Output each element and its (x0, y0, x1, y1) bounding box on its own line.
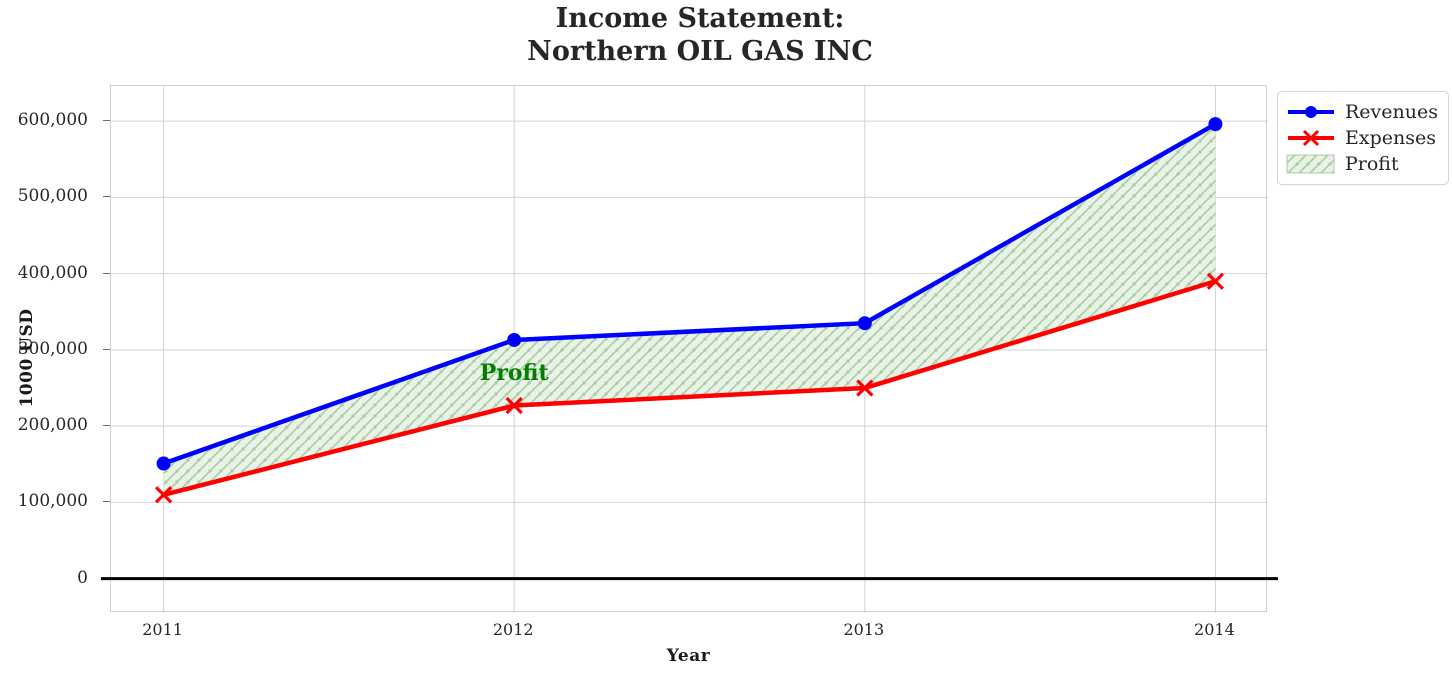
profit-fill-area (164, 124, 1216, 495)
chart-title-line-1: Income Statement: (556, 3, 845, 34)
x-axis-tick-label: 2013 (843, 620, 884, 639)
y-axis-tick-mark (103, 120, 110, 121)
chart-title: Income Statement: Northern OIL GAS INC (0, 2, 1400, 68)
plot-area: Profit (110, 85, 1267, 612)
revenues-data-point (1208, 117, 1222, 131)
circle-marker (1286, 101, 1336, 123)
legend-item-label: Revenues (1345, 101, 1438, 123)
x-axis-tick-labels: 2011 2012 2013 2014 (110, 620, 1267, 644)
legend-item-label: Profit (1345, 153, 1399, 175)
y-axis-tick-mark (103, 349, 110, 350)
x-axis-tick-label: 2012 (493, 620, 534, 639)
chart-figure: Income Statement: Northern OIL GAS INC 1… (0, 0, 1452, 676)
chart-data-layer (111, 86, 1268, 613)
y-axis-tick-label: 600,000 (18, 110, 88, 130)
y-axis-tick-label: 200,000 (18, 415, 88, 435)
y-axis-tick-label: 400,000 (18, 263, 88, 283)
chart-legend[interactable]: Revenues Expenses Profit (1277, 91, 1449, 185)
legend-item-revenues[interactable]: Revenues (1286, 99, 1438, 125)
y-axis-tick-mark (103, 425, 110, 426)
y-axis-tick-label: 100,000 (18, 491, 88, 511)
y-axis-tick-label: 0 (77, 568, 88, 588)
x-axis-title: Year (110, 646, 1267, 666)
y-axis-tick-mark (103, 501, 110, 502)
legend-item-label: Expenses (1345, 127, 1436, 149)
x-axis-tick-label: 2014 (1194, 620, 1235, 639)
revenues-data-point (157, 457, 171, 471)
chart-title-line-2: Northern OIL GAS INC (0, 35, 1400, 68)
legend-item-profit[interactable]: Profit (1286, 151, 1438, 177)
y-axis-tick-labels: 0 100,000 200,000 300,000 400,000 500,000 600,… (0, 85, 100, 612)
revenues-data-point (858, 316, 872, 330)
legend-item-expenses[interactable]: Expenses (1286, 125, 1438, 151)
hatched-patch (1286, 153, 1336, 175)
y-axis-tick-mark (103, 273, 110, 274)
y-axis-tick-label: 300,000 (18, 339, 88, 359)
y-axis-tick-mark (103, 196, 110, 197)
y-axis-tick-label: 500,000 (18, 186, 88, 206)
revenues-data-point (507, 333, 521, 347)
x-marker (1286, 127, 1336, 149)
x-axis-tick-label: 2011 (142, 620, 183, 639)
